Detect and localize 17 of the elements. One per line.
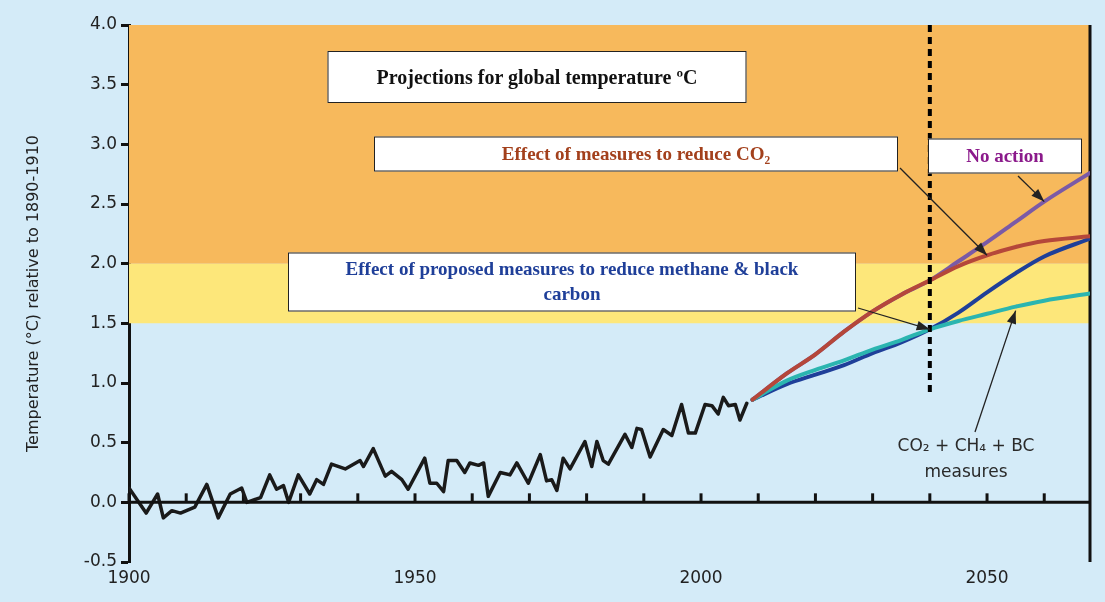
y-tick-label: 0.0 [89, 490, 117, 511]
x-tick-label: 1950 [393, 566, 437, 587]
series-label: No action [966, 143, 1044, 168]
y-tick-label: 1.0 [89, 371, 117, 392]
y-tick-label: 3.5 [89, 73, 117, 94]
y-tick-label: 4.0 [89, 13, 117, 34]
y-tick-label: 2.0 [89, 252, 117, 273]
x-tick-label: 2050 [965, 566, 1009, 587]
text: CO₂ + CH₄ + BC measures [896, 433, 1036, 482]
y-tick-label: 2.5 [89, 192, 117, 213]
x-tick-label: 2000 [679, 566, 723, 587]
text: Effect of proposed measures to reduce methane & black carbon [344, 257, 800, 306]
y-axis-title: Temperature (°C) relative to 1890-1910 [22, 135, 42, 453]
text: Effect of measures to reduce CO₂ [501, 141, 771, 166]
y-tick-label: 0.5 [89, 431, 117, 452]
y-tick-label: 1.5 [89, 311, 117, 332]
y-tick-label: 3.0 [89, 132, 117, 153]
